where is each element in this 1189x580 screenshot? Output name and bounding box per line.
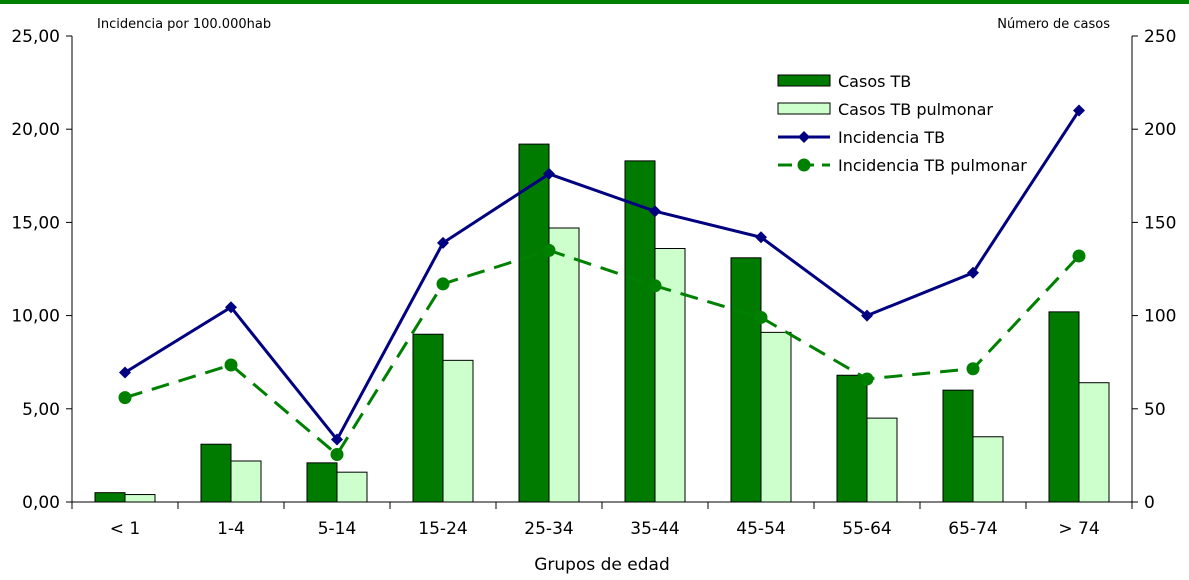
x-tick-label: > 74 <box>1058 519 1099 539</box>
left-tick-label: 0,00 <box>22 493 60 513</box>
point-circle <box>436 277 450 291</box>
bar-casos-tb <box>730 257 762 503</box>
bar-casos-tb-pulmonar <box>866 417 898 503</box>
left-tick-label: 25,00 <box>11 27 60 47</box>
top-border <box>0 0 1189 4</box>
line-incidencia-tb <box>124 109 1081 443</box>
legend-label: Incidencia TB pulmonar <box>838 156 1027 175</box>
legend-marker <box>797 158 811 172</box>
point-circle <box>860 372 874 386</box>
bar-casos-tb-pulmonar <box>760 331 792 503</box>
bar-casos-tb-pulmonar <box>230 460 262 503</box>
right-axis: 0 50 100 150 200 250 <box>1131 27 1176 513</box>
x-tick-label: 15-24 <box>418 519 467 539</box>
right-tick-label: 100 <box>1144 307 1176 327</box>
legend-swatch <box>777 74 831 87</box>
point-circle <box>754 310 768 324</box>
point-circle <box>224 358 238 372</box>
point-diamond <box>543 167 555 180</box>
bar-casos-tb <box>306 462 338 503</box>
point-diamond <box>967 266 979 279</box>
point-circle <box>542 243 556 257</box>
right-tick-label: 150 <box>1144 213 1176 233</box>
bar-casos-tb-pulmonar <box>1078 382 1110 503</box>
point-circle <box>118 391 132 405</box>
bar-casos-tb-pulmonar <box>336 471 368 503</box>
left-tick-label: 10,00 <box>11 307 60 327</box>
legend-swatch <box>777 102 831 115</box>
legend-label: Incidencia TB <box>838 128 945 147</box>
right-tick-label: 200 <box>1144 120 1176 140</box>
bar-casos-tb <box>1048 311 1080 503</box>
bar-casos-tb <box>942 389 974 503</box>
bar-casos-tb <box>94 492 126 503</box>
x-tick-label: 55-64 <box>842 519 891 539</box>
bar-casos-tb <box>200 443 232 503</box>
legend-marker <box>798 131 810 143</box>
x-axis: < 1 1-4 5-14 15-24 25-34 35-44 45-54 55-64 65-74… <box>71 501 1133 539</box>
left-axis-title: Incidencia por 100.000hab <box>97 17 271 32</box>
legend-label: Casos TB pulmonar <box>838 100 993 119</box>
bar-casos-tb <box>518 143 550 503</box>
point-diamond <box>1073 104 1085 117</box>
left-tick-label: 5,00 <box>22 400 60 420</box>
point-diamond <box>649 205 661 218</box>
right-axis-title: Número de casos <box>997 17 1110 32</box>
bar-casos-tb <box>412 333 444 503</box>
x-tick-label: 45-54 <box>736 519 785 539</box>
line-incidencia-tb-pulmonar <box>124 248 1081 457</box>
x-tick-label: 1-4 <box>217 519 245 539</box>
right-tick-label: 50 <box>1144 400 1166 420</box>
left-tick-label: 15,00 <box>11 213 60 233</box>
right-tick-label: 250 <box>1144 27 1176 47</box>
point-circle <box>648 279 662 293</box>
x-tick-label: < 1 <box>110 519 140 539</box>
x-tick-label: 5-14 <box>318 519 357 539</box>
left-tick-label: 20,00 <box>11 120 60 140</box>
bar-casos-tb-pulmonar <box>124 494 156 503</box>
line-series <box>118 104 1086 461</box>
x-axis-title: Grupos de edad <box>534 555 670 575</box>
x-tick-label: 65-74 <box>948 519 997 539</box>
bar-series <box>94 143 1110 503</box>
point-diamond <box>119 366 131 379</box>
point-circle <box>330 447 344 461</box>
bar-casos-tb-pulmonar <box>972 436 1004 503</box>
point-diamond <box>755 231 767 244</box>
left-axis: 0,00 5,00 10,00 15,00 20,00 25,00 <box>11 27 73 513</box>
legend-label: Casos TB <box>838 72 911 91</box>
point-diamond <box>437 236 449 249</box>
x-tick-label: 35-44 <box>630 519 679 539</box>
bar-casos-tb <box>836 374 868 503</box>
bar-casos-tb-pulmonar <box>442 359 474 503</box>
point-diamond <box>225 301 237 314</box>
point-circle <box>966 362 980 376</box>
right-tick-label: 0 <box>1144 493 1155 513</box>
x-tick-label: 25-34 <box>524 519 573 539</box>
point-circle <box>1072 249 1086 263</box>
bar-casos-tb-pulmonar <box>548 227 580 503</box>
point-diamond <box>331 433 343 446</box>
point-diamond <box>861 309 873 322</box>
legend: Casos TB Casos TB pulmonar Incidencia TB In… <box>777 72 1027 175</box>
